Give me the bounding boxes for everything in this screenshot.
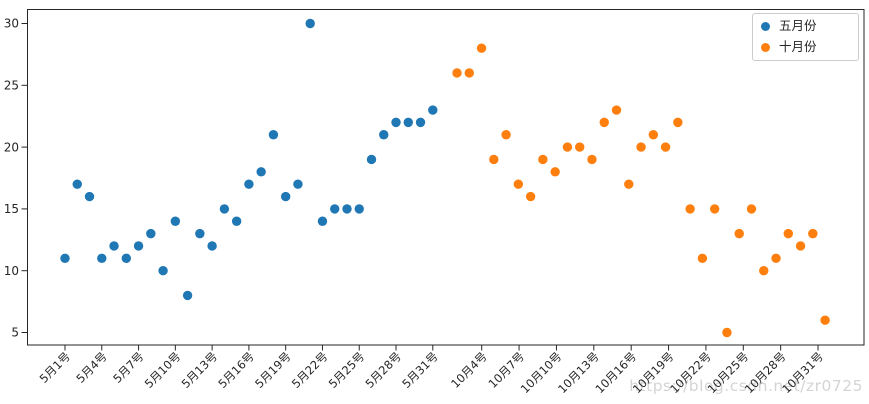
x-tick-label: 5月19号 (252, 349, 294, 391)
data-point-may (133, 241, 144, 251)
data-point-oct (538, 154, 548, 165)
data-point-oct (673, 117, 683, 128)
y-tick-label: 20 (4, 140, 19, 154)
data-point-may (280, 191, 291, 202)
data-point-may (415, 117, 426, 128)
data-point-may (146, 228, 156, 239)
data-point-oct (476, 43, 487, 53)
y-tick-label: 25 (4, 79, 19, 93)
data-point-may (428, 105, 438, 115)
data-point-oct (697, 253, 708, 264)
data-point-may (391, 117, 401, 128)
x-tick-label: 5月1号 (37, 349, 74, 386)
data-point-oct (648, 130, 659, 140)
data-point-oct (795, 241, 806, 251)
data-point-may (330, 204, 340, 214)
data-point-may (121, 253, 131, 264)
data-point-may (317, 216, 328, 226)
x-tick-label: 5月13号 (179, 349, 221, 391)
data-point-oct (513, 179, 524, 189)
legend-item-oct: 十月份 (761, 37, 850, 57)
data-point-oct (599, 117, 609, 128)
data-point-oct (587, 154, 597, 165)
data-point-may (403, 117, 413, 128)
data-point-oct (611, 105, 622, 115)
data-point-may (354, 204, 364, 214)
data-point-may (219, 204, 230, 214)
data-point-may (182, 290, 193, 301)
x-tick-label: 5月10号 (142, 349, 184, 391)
data-point-may (342, 204, 352, 214)
x-tick-label: 5月31号 (399, 349, 441, 391)
data-point-oct (820, 315, 830, 325)
data-point-may (207, 241, 217, 251)
data-point-oct (525, 191, 536, 202)
data-point-may (60, 253, 70, 264)
data-point-may (170, 216, 181, 226)
data-point-may (256, 167, 266, 177)
data-point-oct (771, 253, 781, 264)
data-point-may (195, 228, 205, 239)
data-point-oct (550, 167, 560, 177)
data-point-oct (759, 266, 769, 276)
data-point-oct (808, 228, 818, 239)
data-point-oct (709, 204, 720, 214)
data-point-may (72, 179, 82, 189)
legend-marker-oct-icon (761, 42, 770, 52)
x-tick-label: 5月22号 (289, 349, 331, 391)
data-point-may (244, 179, 254, 189)
data-point-may (231, 216, 242, 226)
y-tick-label: 5 (11, 326, 19, 340)
data-point-may (109, 241, 119, 251)
x-tick-label: 5月28号 (362, 349, 404, 391)
x-tick-label: 5月16号 (215, 349, 257, 391)
data-point-oct (575, 142, 585, 152)
y-tick-label: 15 (4, 202, 19, 216)
legend-label-oct: 十月份 (779, 39, 817, 55)
data-point-oct (489, 154, 499, 165)
data-point-oct (452, 68, 462, 78)
data-point-oct (746, 204, 757, 214)
legend: 五月份 十月份 (752, 13, 859, 61)
data-point-oct (624, 179, 634, 189)
legend-label-may: 五月份 (779, 18, 817, 34)
data-point-oct (660, 142, 671, 152)
data-point-may (293, 179, 303, 189)
data-point-oct (722, 327, 732, 338)
x-tick-label: 10月4号 (448, 349, 490, 391)
legend-marker-may-icon (761, 22, 770, 32)
data-point-may (305, 18, 315, 29)
legend-item-may: 五月份 (761, 17, 850, 37)
data-point-may (84, 191, 95, 202)
data-point-may (268, 130, 279, 140)
y-tick-label: 10 (4, 264, 19, 278)
data-point-may (366, 154, 377, 165)
data-point-may (158, 266, 168, 276)
data-point-oct (562, 142, 573, 152)
data-point-oct (685, 204, 695, 214)
data-point-oct (783, 228, 793, 239)
y-tick-label: 30 (4, 17, 19, 31)
data-point-oct (464, 68, 474, 78)
data-point-oct (734, 228, 744, 239)
data-point-may (379, 130, 389, 140)
x-tick-label: 5月4号 (73, 349, 110, 386)
data-point-oct (636, 142, 646, 152)
watermark: https://blog.csdn.net/zr0725 (629, 377, 863, 395)
data-point-oct (501, 130, 511, 140)
x-tick-label: 5月25号 (326, 349, 368, 391)
axes-box (27, 9, 865, 346)
data-point-may (97, 253, 107, 264)
